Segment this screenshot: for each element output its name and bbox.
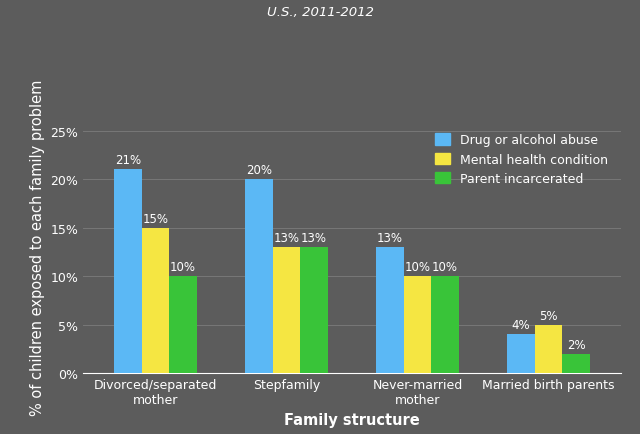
Bar (245, 180, 273, 373)
Text: 20%: 20% (246, 164, 272, 177)
Bar (300, 247, 328, 373)
Bar (114, 170, 141, 373)
Legend: Drug or alcohol abuse, Mental health condition, Parent incarcerated: Drug or alcohol abuse, Mental health con… (429, 128, 614, 191)
Text: 15%: 15% (142, 212, 168, 225)
Bar (563, 354, 590, 373)
Bar (273, 247, 300, 373)
X-axis label: Family structure: Family structure (284, 411, 420, 427)
Text: 13%: 13% (301, 231, 327, 244)
Text: U.S., 2011-2012: U.S., 2011-2012 (267, 6, 373, 19)
Bar (404, 276, 431, 373)
Text: 10%: 10% (404, 260, 431, 273)
Bar (141, 228, 169, 373)
Text: 5%: 5% (540, 309, 558, 322)
Text: 10%: 10% (170, 260, 196, 273)
Text: 2%: 2% (567, 338, 586, 351)
Text: 21%: 21% (115, 154, 141, 167)
Bar (431, 276, 459, 373)
Bar (376, 247, 404, 373)
Text: 13%: 13% (377, 231, 403, 244)
Text: 4%: 4% (512, 319, 531, 332)
Bar (535, 325, 563, 373)
Text: 10%: 10% (432, 260, 458, 273)
Bar (169, 276, 196, 373)
Bar (508, 335, 535, 373)
Y-axis label: % of children exposed to each family problem: % of children exposed to each family pro… (30, 79, 45, 415)
Text: 13%: 13% (273, 231, 300, 244)
